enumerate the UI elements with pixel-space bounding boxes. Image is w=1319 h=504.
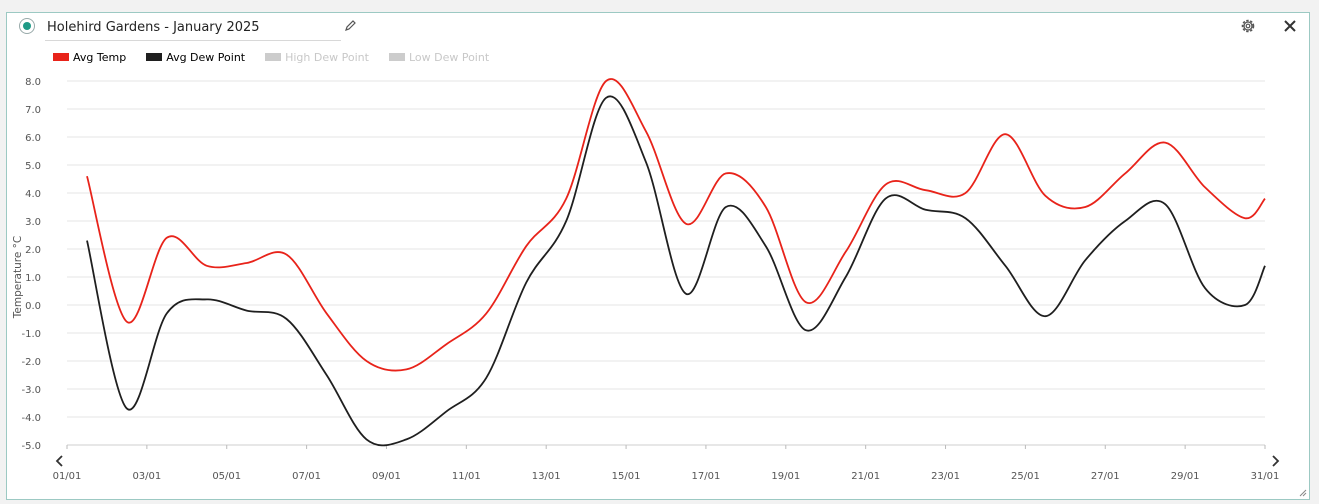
y-axis-title: Temperature °C	[12, 236, 24, 319]
chevron-left-icon[interactable]	[55, 455, 63, 467]
chevron-right-icon[interactable]	[1272, 455, 1280, 467]
x-tick-label: 19/01	[771, 471, 800, 482]
close-icon[interactable]	[1281, 17, 1299, 35]
status-dot-icon[interactable]	[19, 18, 35, 34]
panel-title[interactable]: Holehird Gardens - January 2025	[47, 20, 260, 35]
legend-label: Avg Dew Point	[166, 50, 246, 64]
chart-legend: Avg Temp Avg Dew Point High Dew Point Lo…	[53, 50, 509, 64]
x-tick-label: 27/01	[1091, 471, 1120, 482]
chart-panel: Holehird Gardens - January 2025 Avg Temp…	[6, 12, 1310, 500]
x-tick-label: 17/01	[692, 471, 721, 482]
y-tick-label: 3.0	[25, 217, 41, 228]
resize-handle-icon[interactable]	[1297, 487, 1307, 497]
panel-header: Holehird Gardens - January 2025	[7, 13, 1309, 43]
title-underline	[45, 40, 341, 41]
legend-label: Low Dew Point	[408, 50, 490, 64]
legend-label: High Dew Point	[285, 50, 369, 64]
legend-swatch	[146, 53, 163, 61]
x-tick-label: 31/01	[1251, 471, 1280, 482]
x-tick-label: 25/01	[1011, 471, 1040, 482]
y-tick-label: -1.0	[21, 329, 41, 340]
x-tick-label: 23/01	[931, 471, 960, 482]
y-tick-label: -5.0	[21, 441, 41, 452]
legend-item-low-dew-point[interactable]: Low Dew Point	[388, 50, 490, 64]
y-tick-label: 2.0	[25, 245, 41, 256]
y-tick-label: 1.0	[25, 273, 41, 284]
x-tick-label: 01/01	[53, 471, 82, 482]
temperature-chart: 8.0 7.0 6.0 5.0 4.0 3.0 2.0 1.0 0.0 -1.0 -2.0 -3.0 -…	[12, 77, 1280, 482]
y-tick-label: 4.0	[25, 189, 41, 200]
x-tick-label: 15/01	[612, 471, 641, 482]
legend-swatch	[265, 53, 282, 61]
y-tick-label: -4.0	[21, 413, 41, 424]
gear-icon[interactable]	[1239, 17, 1257, 35]
legend-item-high-dew-point[interactable]: High Dew Point	[265, 50, 369, 64]
pencil-icon[interactable]	[343, 19, 357, 33]
x-tick-label: 11/01	[452, 471, 481, 482]
y-tick-label: 7.0	[25, 105, 41, 116]
x-tick-label: 21/01	[851, 471, 880, 482]
y-tick-label: 5.0	[25, 161, 41, 172]
x-tick-label: 13/01	[532, 471, 561, 482]
x-tick-label: 29/01	[1171, 471, 1200, 482]
x-tick-label: 03/01	[132, 471, 161, 482]
y-tick-label: -2.0	[21, 357, 41, 368]
legend-label: Avg Temp	[73, 50, 127, 64]
x-tick-label: 05/01	[212, 471, 241, 482]
x-tick-label: 09/01	[372, 471, 401, 482]
legend-swatch	[53, 53, 69, 61]
series-line-avg-temp	[86, 78, 1266, 372]
series-line-avg-dew-point	[86, 95, 1266, 447]
legend-item-avg-temp[interactable]: Avg Temp	[53, 50, 126, 64]
y-tick-label: -3.0	[21, 385, 41, 396]
legend-item-avg-dew-point[interactable]: Avg Dew Point	[146, 50, 245, 64]
x-tick-label: 07/01	[292, 471, 321, 482]
y-tick-label: 0.0	[25, 301, 41, 312]
legend-swatch	[388, 53, 405, 61]
y-tick-label: 8.0	[25, 77, 41, 88]
y-tick-label: 6.0	[25, 133, 41, 144]
